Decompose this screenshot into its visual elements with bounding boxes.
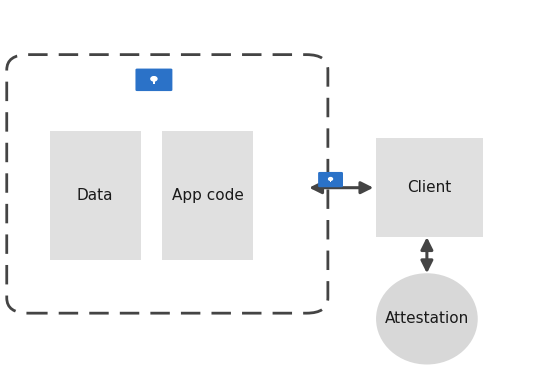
Text: Attestation: Attestation [385,311,469,326]
Ellipse shape [376,273,478,365]
FancyBboxPatch shape [318,172,343,187]
Text: App code: App code [172,188,243,203]
Bar [330,180,331,182]
Bar [153,80,155,84]
FancyBboxPatch shape [136,69,172,91]
Bar [49,131,140,260]
Text: Data: Data [77,188,114,203]
Bar [376,138,483,237]
Bar [162,131,253,260]
Circle shape [151,77,157,81]
Text: Client: Client [407,180,452,195]
Circle shape [329,178,332,180]
